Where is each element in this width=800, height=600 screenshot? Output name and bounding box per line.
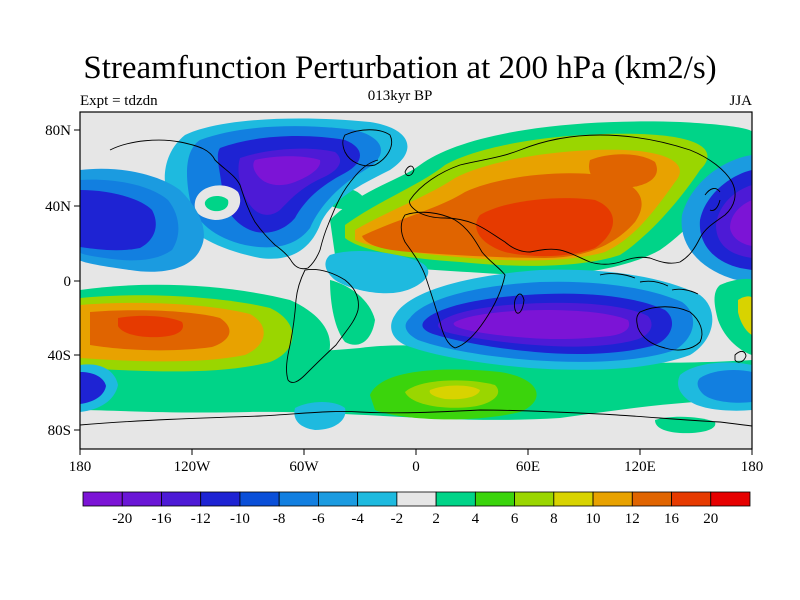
coastline-madagascar — [513, 293, 525, 314]
colorbar-label: 10 — [586, 511, 601, 527]
season-label: JJA — [729, 93, 752, 109]
x-tick-label: 120E — [624, 459, 656, 475]
colorbar-swatch — [631, 491, 672, 507]
y-tick-label: 40S — [48, 348, 71, 364]
colorbar-swatch — [435, 491, 476, 507]
south-pacific-lowlat-low-2 — [80, 372, 106, 404]
contour-field — [80, 112, 752, 449]
colorbar-label: 12 — [625, 511, 640, 527]
antarctic-low — [294, 402, 346, 430]
colorbar-label: 2 — [432, 511, 440, 527]
x-tick-label: 120W — [174, 459, 212, 475]
coastline-south-america — [286, 269, 359, 383]
colorbar-swatch — [278, 491, 319, 507]
colorbar-label: -16 — [151, 511, 171, 527]
colorbar-swatch — [82, 491, 123, 507]
coastline-new-zealand — [734, 350, 747, 363]
coastlines — [80, 129, 752, 427]
colorbar-swatch — [514, 491, 555, 507]
southwest-pacific-positive-2 — [738, 296, 752, 335]
colorbar-label: -20 — [112, 511, 132, 527]
colorbar-swatch — [474, 491, 515, 507]
central-pacific-low-3 — [80, 190, 156, 251]
x-tick-label: 60W — [289, 459, 319, 475]
colorbar-swatch — [357, 491, 398, 507]
colorbar-label: -2 — [391, 511, 404, 527]
south-atlantic-high-core — [429, 385, 480, 400]
map-title: Streamfunction Perturbation at 200 hPa (… — [83, 50, 717, 86]
y-tick-label: 80S — [48, 423, 71, 439]
africa-equatorial-positive — [330, 280, 375, 345]
coastline-indonesia — [599, 273, 699, 295]
colorbar-swatch — [710, 491, 751, 507]
colorbar-swatch — [161, 491, 202, 507]
coastline-uk — [404, 165, 415, 177]
y-tick-label: 0 — [64, 274, 72, 290]
colorbar-label: -4 — [351, 511, 364, 527]
tick-marks — [74, 129, 753, 455]
eurasia-high-core — [476, 198, 614, 257]
colorbar-swatch — [239, 491, 280, 507]
y-tick-label: 80N — [45, 123, 71, 139]
colorbar-swatch — [671, 491, 712, 507]
colorbar-label: 20 — [703, 511, 718, 527]
x-tick-label: 60E — [516, 459, 540, 475]
colorbar-label: -8 — [273, 511, 286, 527]
colorbar-label: 8 — [550, 511, 558, 527]
east-pacific-low-core — [730, 200, 752, 246]
x-tick-label: 0 — [412, 459, 420, 475]
indian-low-core — [453, 310, 630, 340]
x-tick-label: 180 — [69, 459, 92, 475]
coastline-antarctica — [80, 409, 752, 427]
colorbar-label: -10 — [230, 511, 250, 527]
colorbar-swatch — [396, 491, 437, 507]
colorbar-swatch — [553, 491, 594, 507]
colorbar-swatch — [592, 491, 633, 507]
colorbar-swatch — [318, 491, 359, 507]
colorbar-label: 4 — [472, 511, 480, 527]
period-label: 013kyr BP — [367, 88, 433, 104]
coastline-japan — [704, 188, 721, 211]
coastline-africa — [400, 211, 506, 349]
south-pacific-high-core — [118, 315, 184, 338]
colorbar-label: -6 — [312, 511, 325, 527]
colorbar-swatch — [121, 491, 162, 507]
colorbar: -20 -16 -12 -10 -8 -6 -4 -2 2 4 6 8 10 12 16 20 — [82, 491, 751, 527]
siberia-high — [589, 154, 657, 188]
coastline-australia — [636, 306, 703, 351]
experiment-label: Expt = tdzdn — [80, 93, 158, 109]
x-tick-label: 180 — [741, 459, 764, 475]
na-low-core — [253, 156, 321, 186]
colorbar-label: 16 — [664, 511, 680, 527]
atlantic-tropical-low — [325, 250, 429, 294]
coastline-greenland — [342, 129, 393, 167]
y-tick-labels: 80N 40N 0 40S 80S — [45, 123, 71, 439]
colorbar-swatch — [200, 491, 241, 507]
coastline-north-america — [109, 139, 379, 270]
pacific-ring-inner — [204, 196, 229, 212]
coastline-eurasia — [409, 134, 736, 265]
x-tick-labels: 180 120W 60W 0 60E 120E 180 — [69, 459, 764, 475]
south-indian-far-low-2 — [697, 370, 752, 403]
colorbar-label: 6 — [511, 511, 519, 527]
colorbar-label: -12 — [191, 511, 211, 527]
y-tick-label: 40N — [45, 199, 71, 215]
